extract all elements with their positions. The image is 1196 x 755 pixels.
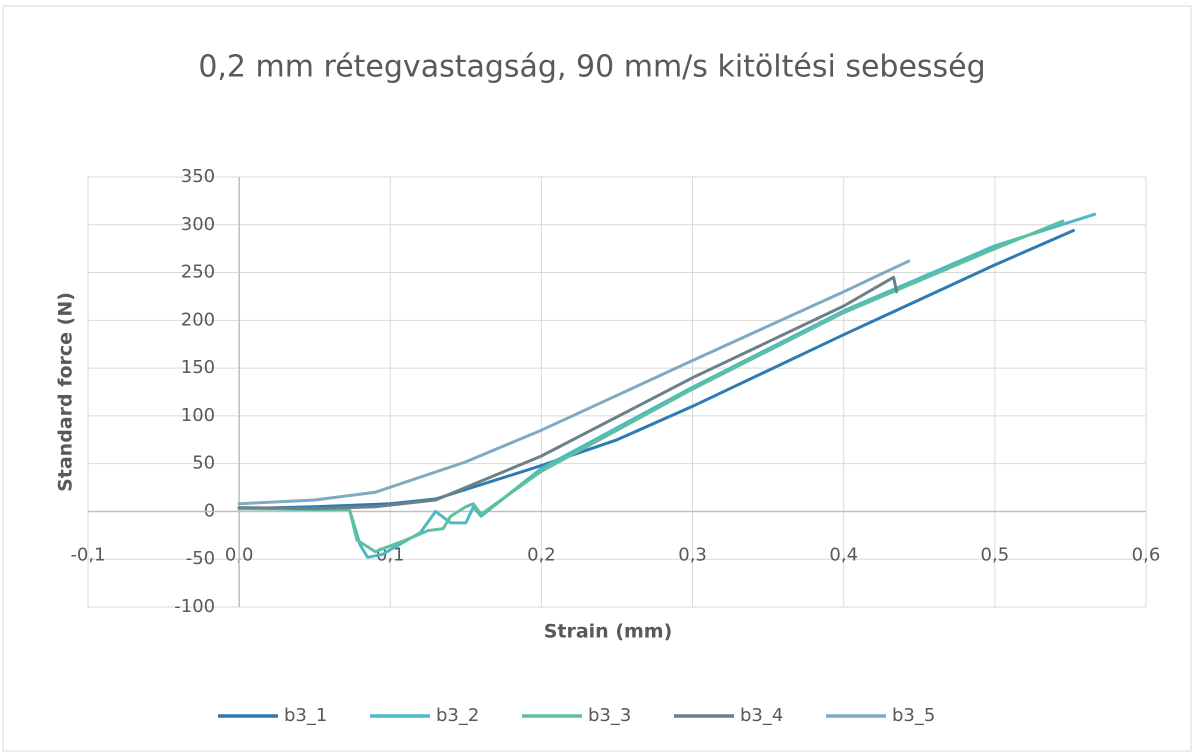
y-tick-label: -100 — [174, 596, 215, 617]
legend-label: b3_1 — [284, 705, 327, 726]
chart-border — [2, 5, 1192, 752]
y-axis-title: Standard force (N) — [55, 292, 77, 492]
legend-label: b3_4 — [740, 705, 783, 726]
x-tick-label: -0,1 — [70, 544, 105, 565]
y-tick-label: 350 — [181, 166, 215, 187]
chart-title: 0,2 mm rétegvastagság, 90 mm/s kitöltési… — [198, 50, 985, 85]
x-axis-title: Strain (mm) — [544, 621, 673, 643]
y-tick-label: -50 — [186, 548, 215, 569]
y-tick-label: 100 — [181, 405, 215, 426]
series-line — [237, 229, 1075, 511]
x-tick-label: 0,6 — [1132, 544, 1161, 565]
series-line — [237, 259, 911, 506]
x-tick-label: 0,3 — [678, 544, 707, 565]
x-tick-label: 0,2 — [527, 544, 556, 565]
legend-label: b3_5 — [892, 705, 935, 726]
x-tick-label: 0,4 — [829, 544, 858, 565]
x-tick-label: 0,5 — [981, 544, 1010, 565]
y-tick-label: 250 — [181, 262, 215, 283]
series-line — [237, 275, 899, 511]
series-line — [237, 212, 1097, 559]
legend-label: b3_2 — [436, 705, 479, 726]
y-tick-label: 300 — [181, 214, 215, 235]
legend-label: b3_3 — [588, 705, 631, 726]
y-tick-label: 150 — [181, 357, 215, 378]
y-tick-label: 200 — [181, 309, 215, 330]
series-line — [237, 219, 1065, 554]
y-tick-label: 50 — [192, 453, 215, 474]
